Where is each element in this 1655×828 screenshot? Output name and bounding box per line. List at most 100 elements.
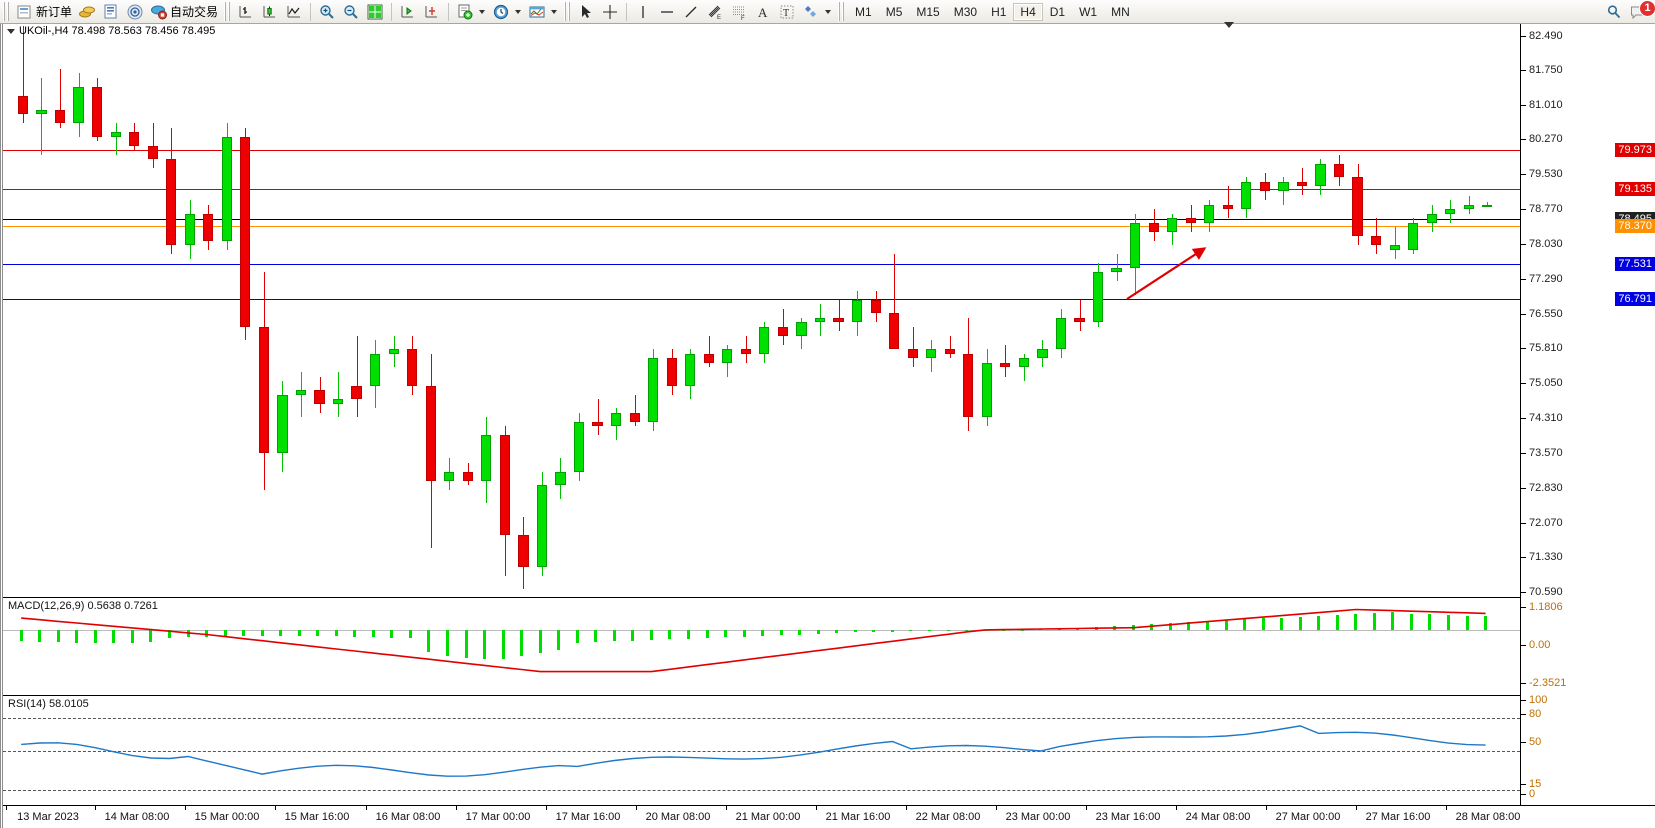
axis-tick-label: 79.530: [1529, 168, 1563, 180]
price-line-resistance-2[interactable]: [3, 150, 1520, 151]
new-order-label: 新订单: [36, 5, 73, 19]
up-arrow-annotation[interactable]: [3, 24, 1520, 596]
auto-scroll-button[interactable]: [420, 1, 444, 22]
macd-pane[interactable]: MACD(12,26,9) 0.5638 0.7261: [3, 597, 1655, 695]
shapes-button[interactable]: [799, 1, 823, 22]
price-plot-area[interactable]: [3, 24, 1520, 596]
chart-menu-caret-icon[interactable]: [7, 28, 15, 34]
toolbar-grip[interactable]: [3, 2, 10, 21]
price-line-resistance-1[interactable]: [3, 189, 1520, 190]
time-tick: [1086, 806, 1087, 810]
period-h4[interactable]: H4: [1013, 2, 1043, 21]
add-indicator-dropdown-arrow[interactable]: [479, 9, 486, 14]
price-line-support-1[interactable]: [3, 264, 1520, 265]
price-label-support-1[interactable]: 77.531: [1615, 257, 1655, 271]
alerts-button[interactable]: 1: [1626, 0, 1655, 22]
macd-histogram-bar: [19, 630, 23, 642]
toolbar-grip-4[interactable]: [838, 2, 846, 21]
time-tick: [366, 806, 367, 810]
macd-histogram-bar: [1298, 616, 1302, 631]
coins-button[interactable]: [75, 1, 99, 22]
macd-histogram-bar: [909, 630, 913, 632]
price-label-support-2[interactable]: 76.791: [1615, 292, 1655, 306]
macd-histogram-bar: [483, 630, 487, 660]
macd-histogram-bar: [853, 630, 857, 633]
new-order-button[interactable]: 新订单: [13, 1, 75, 22]
period-d1[interactable]: D1: [1049, 4, 1066, 19]
terminal-button[interactable]: [99, 1, 123, 22]
price-axis[interactable]: 82.490 81.750 81.010 80.270 79.530 78.770 78.0…: [1520, 24, 1655, 805]
period-button[interactable]: [489, 1, 513, 22]
macd-histogram-bar: [927, 630, 931, 632]
macd-histogram-bar: [112, 630, 116, 643]
period-h1[interactable]: H1: [991, 4, 1007, 19]
macd-histogram-bar: [1372, 612, 1376, 631]
chart-window[interactable]: UKOil-,H4 78.498 78.563 78.456 78.495 MA…: [0, 22, 1655, 828]
axis-tick: [1521, 714, 1526, 715]
macd-histogram-bar: [390, 630, 394, 638]
period-m5[interactable]: M5: [885, 4, 903, 19]
candlestick-chart-button[interactable]: [258, 1, 282, 22]
add-indicator-button[interactable]: [453, 1, 477, 22]
zoom-in-button[interactable]: [315, 1, 339, 22]
crosshair-button[interactable]: [598, 1, 622, 22]
tile-windows-button[interactable]: [363, 1, 387, 22]
period-clock-icon: [492, 3, 510, 21]
textlabel-icon: T: [778, 3, 796, 21]
period-m15[interactable]: M15: [916, 4, 940, 19]
signal-button[interactable]: [123, 1, 147, 22]
macd-histogram-bar: [1168, 623, 1172, 631]
axis-tick: [1521, 209, 1526, 210]
price-line-support-2[interactable]: [3, 299, 1520, 300]
macd-histogram-bar: [761, 630, 765, 636]
shift-end-button[interactable]: [396, 1, 420, 22]
vline-button[interactable]: [631, 1, 655, 22]
templates-button[interactable]: [525, 1, 549, 22]
text-button[interactable]: A: [751, 1, 775, 22]
time-tick-label: 24 Mar 08:00: [1185, 811, 1251, 823]
period-mn[interactable]: MN: [1111, 4, 1130, 19]
text-icon: A: [754, 3, 772, 21]
axis-tick-label: 80: [1529, 708, 1542, 720]
time-axis[interactable]: 13 Mar 2023 14 Mar 08:00 15 Mar 00:00 15 Ma…: [3, 805, 1655, 828]
axis-tick: [1521, 139, 1526, 140]
rsi-plot-area[interactable]: [3, 696, 1520, 806]
templates-dropdown-arrow[interactable]: [551, 9, 558, 14]
hline-button[interactable]: [655, 1, 679, 22]
search-button[interactable]: [1602, 1, 1626, 22]
price-line-last-price[interactable]: [3, 219, 1520, 220]
axis-tick: [1521, 557, 1526, 558]
toolbar-grip-2[interactable]: [224, 2, 232, 21]
macd-histogram-bar: [1039, 629, 1043, 631]
equidistant-channel-icon: E: [706, 3, 724, 21]
price-label-pivot[interactable]: 78.370: [1615, 219, 1655, 233]
period-m1[interactable]: M1: [855, 4, 872, 19]
price-pane[interactable]: [3, 24, 1655, 596]
auto-trading-label: 自动交易: [170, 5, 219, 19]
macd-histogram-bar: [427, 630, 431, 653]
trendline-button[interactable]: [679, 1, 703, 22]
period-w1[interactable]: W1: [1079, 4, 1098, 19]
equidistant-channel-button[interactable]: E: [703, 1, 727, 22]
cursor-button[interactable]: [574, 1, 598, 22]
price-label-resistance-2[interactable]: 79.973: [1615, 143, 1655, 157]
fibonacci-button[interactable]: F: [727, 1, 751, 22]
macd-plot-area[interactable]: [3, 598, 1520, 695]
line-chart-button[interactable]: [282, 1, 306, 22]
macd-histogram-bar: [1335, 614, 1339, 631]
period-m30[interactable]: M30: [953, 4, 978, 19]
shapes-dropdown-arrow[interactable]: [825, 9, 832, 14]
bar-chart-button[interactable]: [234, 1, 258, 22]
text-label-button[interactable]: T: [775, 1, 799, 22]
auto-trading-button[interactable]: 自动交易: [147, 1, 221, 22]
macd-histogram-bar: [279, 630, 283, 636]
price-line-pivot[interactable]: [3, 226, 1520, 227]
macd-histogram-bar: [408, 630, 412, 639]
chart-shift-marker-icon[interactable]: [1224, 22, 1234, 28]
zoom-out-button[interactable]: [339, 1, 363, 22]
period-dropdown-arrow[interactable]: [515, 9, 522, 14]
price-label-resistance-1[interactable]: 79.135: [1615, 182, 1655, 196]
rsi-pane[interactable]: RSI(14) 58.0105: [3, 695, 1655, 806]
toolbar-grip-3[interactable]: [564, 2, 572, 21]
axis-tick-label: 72.830: [1529, 482, 1563, 494]
